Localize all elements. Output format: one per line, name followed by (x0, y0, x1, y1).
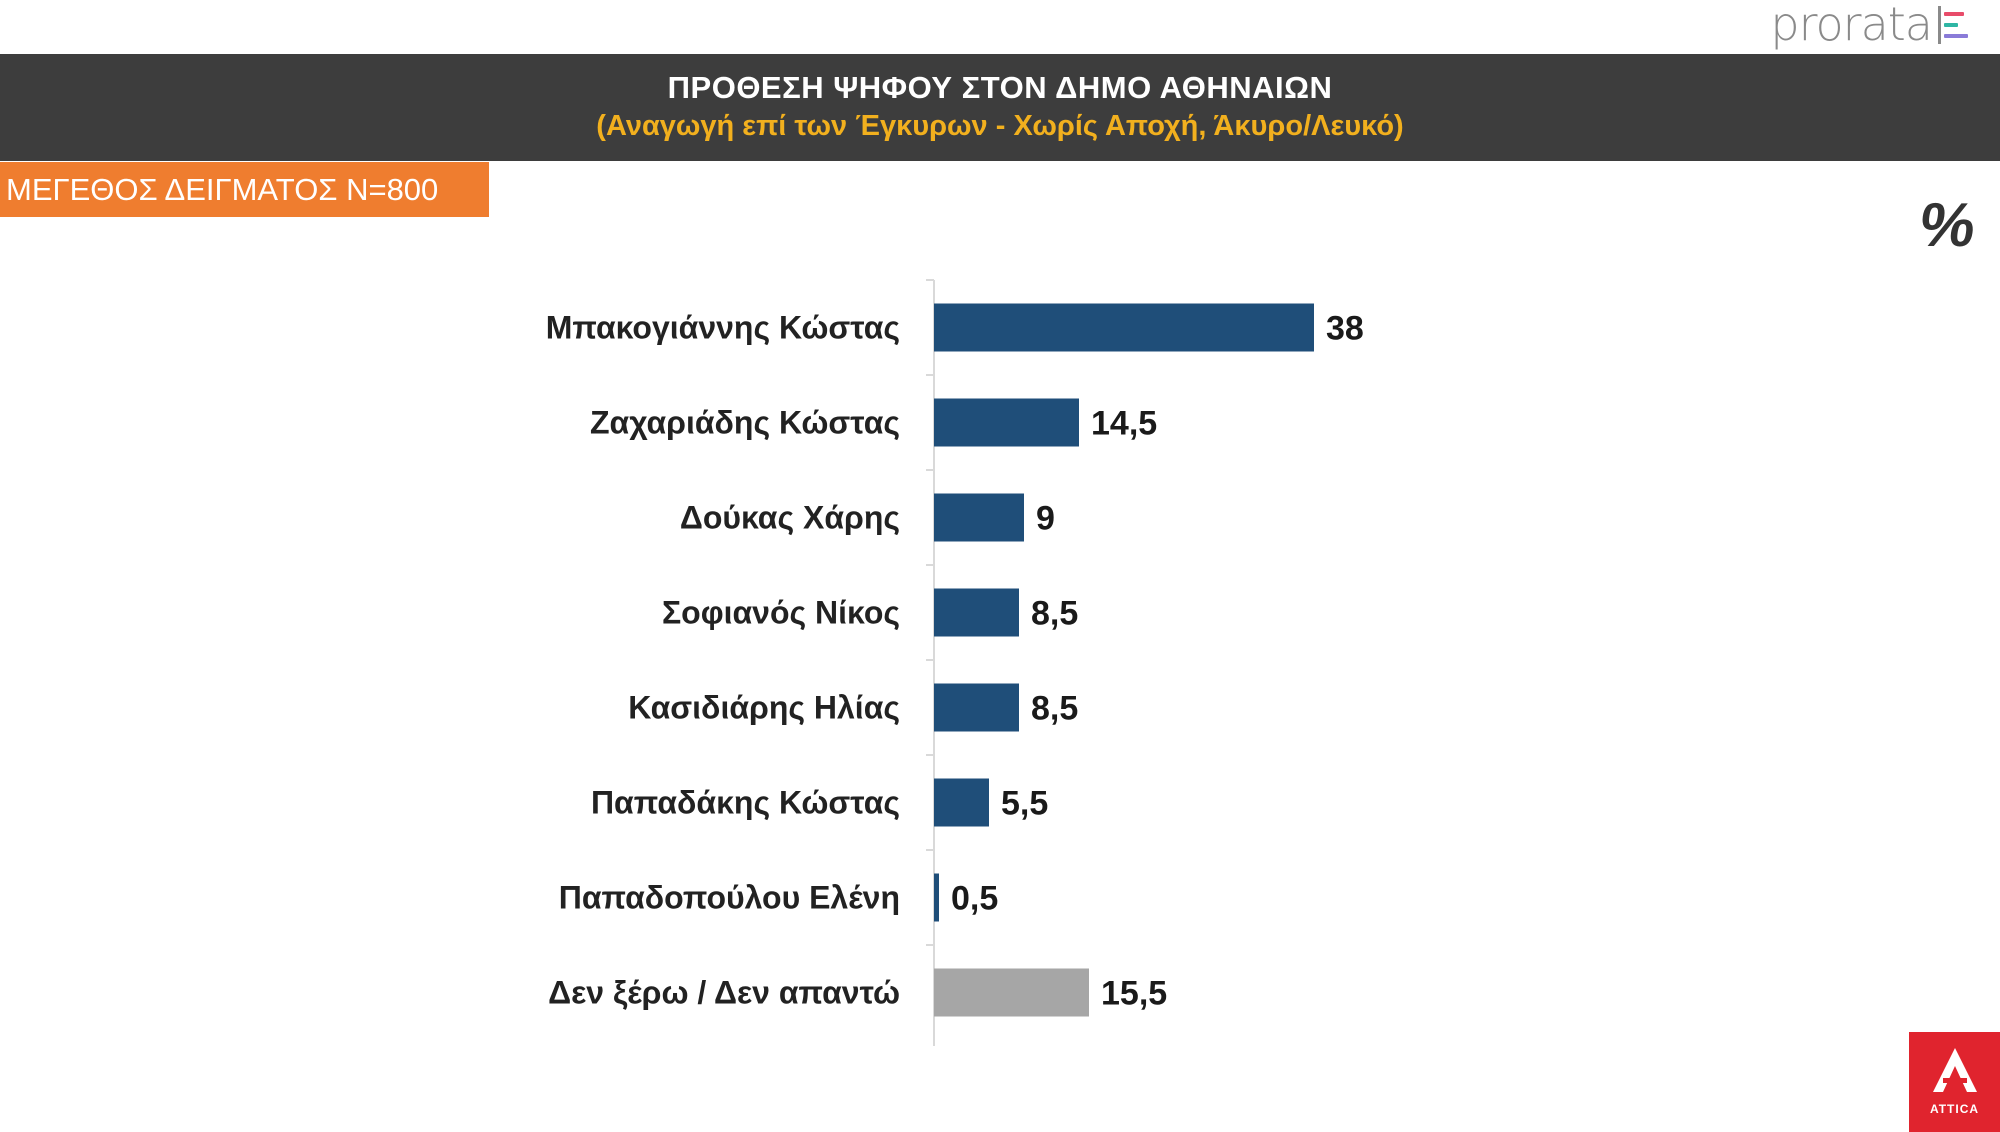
value-label: 38 (1326, 310, 1364, 348)
chart-subtitle: (Αναγωγή επί των Έγκυρων - Χωρίς Αποχή, … (596, 110, 1404, 142)
logo-mark-icon (1938, 6, 1968, 44)
category-label: Δεν ξέρω / Δεν απαντώ (548, 975, 900, 1011)
attica-logo: ATTICA (1909, 1032, 2000, 1132)
chart-title: ΠΡΟΘΕΣΗ ΨΗΦΟΥ ΣΤΟΝ ΔΗΜΟ ΑΘΗΝΑΙΩΝ (667, 70, 1333, 105)
sample-size-badge: ΜΕΓΕΘΟΣ ΔΕΙΓΜΑΤΟΣ Ν=800 (0, 162, 489, 217)
bar (934, 873, 939, 922)
category-label: Μπακογιάννης Κώστας (546, 310, 900, 346)
bar (934, 303, 1314, 352)
category-label: Δούκας Χάρης (680, 500, 900, 536)
bar (934, 778, 989, 827)
value-label: 14,5 (1091, 405, 1157, 443)
bar (934, 493, 1024, 542)
category-label: Ζαχαριάδης Κώστας (590, 405, 900, 441)
value-label: 9 (1036, 500, 1055, 538)
bar (934, 968, 1089, 1017)
attica-label: ATTICA (1929, 1102, 1980, 1116)
value-label: 8,5 (1031, 595, 1078, 633)
category-label: Παπαδάκης Κώστας (591, 785, 900, 821)
value-label: 0,5 (951, 880, 998, 918)
value-label: 8,5 (1031, 690, 1078, 728)
category-label: Κασιδιάρης Ηλίας (628, 690, 900, 726)
category-label: Σοφιανός Νίκος (662, 595, 900, 631)
logo-text: prorata (1770, 0, 1933, 51)
prorata-logo: prorata (1770, 0, 1968, 52)
bar (934, 683, 1019, 732)
value-label: 5,5 (1001, 785, 1048, 823)
value-label: 15,5 (1101, 975, 1167, 1013)
bar (934, 398, 1079, 447)
attica-a-icon (1933, 1048, 1977, 1092)
header-band: ΠΡΟΘΕΣΗ ΨΗΦΟΥ ΣΤΟΝ ΔΗΜΟ ΑΘΗΝΑΙΩΝ (Αναγωγ… (0, 54, 2000, 161)
category-label: Παπαδοπούλου Ελένη (559, 880, 900, 916)
bar (934, 588, 1019, 637)
